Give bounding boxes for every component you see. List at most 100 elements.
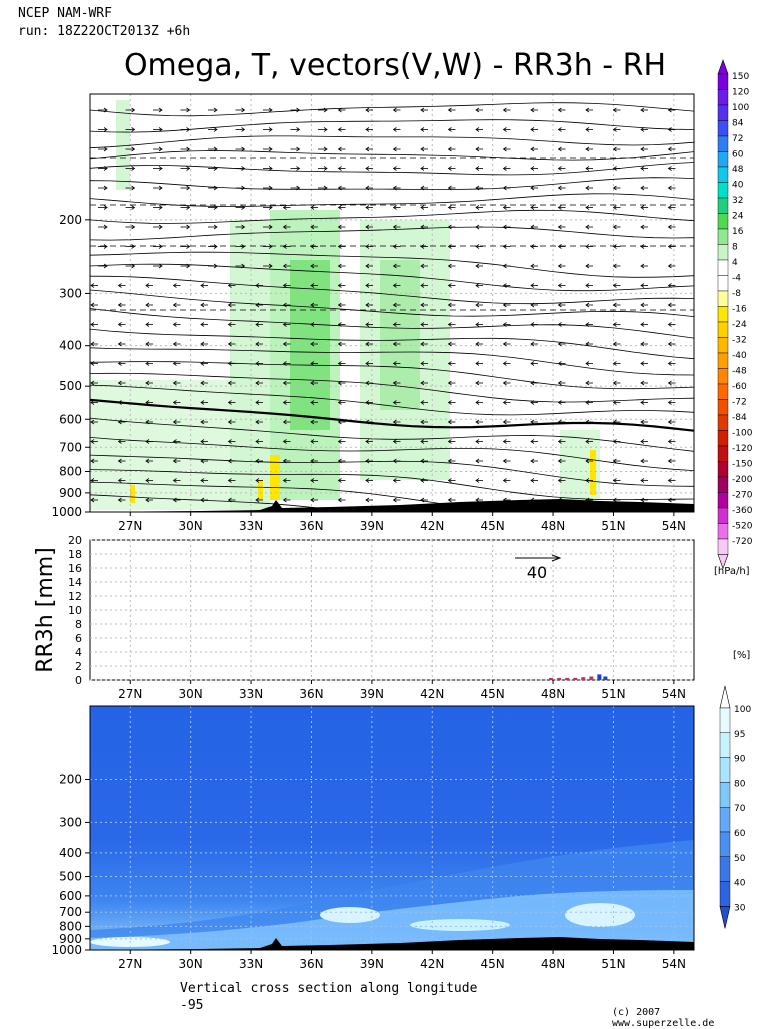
wind-vector-head <box>200 458 205 464</box>
rr3h-x-axis: 27N 30N 33N 36N 39N 42N 45N 48N 51N 54N <box>118 680 686 701</box>
wind-vector-head <box>323 107 328 113</box>
wind-vector-head <box>282 302 287 308</box>
wind-vectors <box>90 107 676 503</box>
wind-vector-head <box>392 497 397 503</box>
omega-blob <box>116 100 130 190</box>
wind-vector-head <box>392 380 397 386</box>
wind-vector-head <box>612 458 617 464</box>
wind-vector-head <box>612 341 617 347</box>
wind-vector-head <box>530 205 535 210</box>
wind-vector-head <box>667 244 672 249</box>
wind-vector-head <box>337 205 342 210</box>
x-tick-label: 42N <box>420 957 444 971</box>
colorbar-label: 24 <box>732 212 744 222</box>
wind-vector-head <box>447 341 452 347</box>
wind-vector-head <box>103 166 108 171</box>
wind-vector-head <box>282 419 287 425</box>
wind-vector-head <box>640 400 645 405</box>
wind-vector-head <box>145 419 150 425</box>
wind-vector-head <box>337 400 342 405</box>
colorbar-swatch <box>717 151 729 168</box>
rr3h-grid <box>90 539 694 681</box>
colorbar-swatch <box>719 707 731 733</box>
wind-vector-head <box>420 166 425 171</box>
wind-vector-head <box>90 419 95 425</box>
wind-vector-head <box>282 263 287 269</box>
isotherm <box>90 289 694 317</box>
wind-vector-head <box>365 224 370 230</box>
wind-vector-head <box>241 263 246 269</box>
x-tick-label: 51N <box>601 519 625 533</box>
wind-vector-head <box>475 361 480 366</box>
wind-vector-head <box>612 263 617 269</box>
wind-vector-head <box>227 400 232 405</box>
reference-vector-label: 40 <box>527 563 547 582</box>
isotherm <box>90 328 694 360</box>
wind-vector-head <box>337 341 342 347</box>
wind-vector-head <box>172 439 177 444</box>
wind-vector-head <box>255 380 260 386</box>
isotherm <box>90 417 694 452</box>
colorbar-label: -16 <box>732 305 747 315</box>
reference-vector-head <box>551 554 562 562</box>
omega-grid <box>90 94 694 512</box>
wind-vector-head <box>475 205 480 210</box>
wind-vector-head <box>420 127 425 132</box>
omega-blob <box>230 220 270 510</box>
wind-vector-head <box>475 322 480 327</box>
wind-vector-head <box>392 146 397 152</box>
wind-vector-head <box>213 127 218 132</box>
wind-vector-head <box>392 127 397 132</box>
wind-vector-head <box>296 127 301 132</box>
wind-vector-head <box>585 400 590 405</box>
omega-frame <box>89 93 695 513</box>
wind-vector-head <box>557 478 562 483</box>
wind-vector-head <box>172 322 177 327</box>
y-tick-label: 10 <box>68 604 82 617</box>
wind-vector-head <box>502 283 507 288</box>
wind-vector-head <box>640 127 645 132</box>
colorbar-swatch <box>717 120 729 137</box>
wind-vector-head <box>667 341 672 347</box>
wind-vector-head <box>585 458 590 464</box>
x-tick-label: 42N <box>420 519 444 533</box>
wind-vector-head <box>337 146 342 152</box>
wind-vector-head <box>227 439 232 444</box>
wind-vector-head <box>172 380 177 386</box>
colorbar-label: 40 <box>734 879 746 889</box>
wind-vector-head <box>667 322 672 327</box>
wind-vector-head <box>323 185 328 191</box>
colorbar-arrow-top <box>719 685 731 709</box>
wind-vector-head <box>365 185 370 191</box>
wind-vector-head <box>420 341 425 347</box>
omega-x-axis: 27N 30N 33N 36N 39N 42N 45N 48N 51N 54N <box>118 512 686 533</box>
wind-vector-head <box>172 341 177 347</box>
wind-vector-head <box>530 224 535 230</box>
wind-vector-head <box>530 458 535 464</box>
wind-vector-head <box>420 205 425 210</box>
wind-vector-head <box>117 458 122 464</box>
wind-vector-head <box>585 302 590 308</box>
wind-vector-head <box>186 127 191 132</box>
y-tick-label: 8 <box>75 618 82 631</box>
wind-vector-head <box>131 205 136 210</box>
wind-vector-head <box>227 302 232 308</box>
wind-vector-head <box>612 166 617 171</box>
rh-grid <box>90 706 694 950</box>
wind-vector-head <box>200 322 205 327</box>
wind-vector-head <box>420 458 425 464</box>
wind-vector-head <box>365 166 370 171</box>
wind-vector-head <box>337 224 342 230</box>
x-tick-label: 36N <box>299 957 323 971</box>
wind-vector-head <box>117 361 122 366</box>
wind-vector-head <box>640 341 645 347</box>
wind-vector-head <box>117 400 122 405</box>
wind-vector-head <box>502 439 507 444</box>
colorbar-label: -48 <box>732 367 747 377</box>
wind-vector-head <box>90 380 95 386</box>
wind-vector-head <box>131 166 136 171</box>
isotherm <box>90 251 694 278</box>
y-tick-label: 500 <box>59 870 82 884</box>
wind-vector-head <box>213 166 218 171</box>
wind-vector-head <box>585 380 590 386</box>
